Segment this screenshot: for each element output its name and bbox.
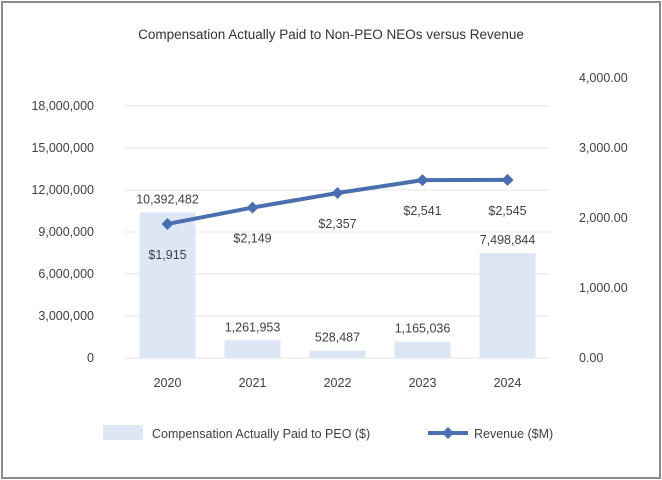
- x-axis-ticks: 2020 2021 2022 2023 2024: [154, 376, 522, 390]
- right-axis-ticks: 0.00 1,000.00 2,000.00 3,000.00 4,000.00: [579, 71, 628, 365]
- bar-data-label: 1,261,953: [225, 320, 281, 334]
- left-axis-tick-label: 9,000,000: [38, 225, 94, 239]
- right-axis-tick-label: 4,000.00: [579, 71, 628, 85]
- right-axis-tick-label: 3,000.00: [579, 141, 628, 155]
- x-axis-tick-label: 2020: [154, 376, 182, 390]
- bar-data-label: 7,498,844: [480, 233, 536, 247]
- bar-series: [139, 212, 536, 358]
- bar-data-label: 1,165,036: [395, 322, 451, 336]
- bar-data-label: 10,392,482: [136, 193, 199, 207]
- left-axis-ticks: 0 3,000,000 6,000,000 9,000,000 12,000,000 15…: [31, 99, 94, 365]
- line-data-label: $2,545: [488, 204, 526, 218]
- x-axis-tick-label: 2022: [324, 376, 352, 390]
- bar: [394, 341, 451, 358]
- line-data-label: $2,541: [403, 204, 441, 218]
- legend-bar-swatch: [103, 425, 143, 440]
- bar: [139, 212, 196, 358]
- left-axis-tick-label: 12,000,000: [31, 183, 94, 197]
- right-axis-tick-label: 0.00: [579, 351, 603, 365]
- left-axis-tick-label: 0: [87, 351, 94, 365]
- x-axis-tick-label: 2024: [494, 376, 522, 390]
- line-marker: [331, 187, 344, 200]
- right-axis-tick-label: 2,000.00: [579, 211, 628, 225]
- bar: [479, 253, 536, 358]
- bar-data-label: 528,487: [315, 331, 360, 345]
- line-data-label: $2,149: [233, 232, 271, 246]
- line-data-label: $1,915: [148, 248, 186, 262]
- line-series: [161, 173, 514, 230]
- bar: [309, 350, 366, 358]
- left-axis-tick-label: 15,000,000: [31, 141, 94, 155]
- right-axis-tick-label: 1,000.00: [579, 281, 628, 295]
- legend-bar-label: Compensation Actually Paid to PEO ($): [152, 427, 370, 441]
- chart-title: Compensation Actually Paid to Non-PEO NE…: [138, 27, 524, 42]
- left-axis-tick-label: 3,000,000: [38, 309, 94, 323]
- legend: Compensation Actually Paid to PEO ($) Re…: [103, 425, 553, 441]
- line-marker: [246, 201, 259, 214]
- line-data-label: $2,357: [318, 217, 356, 231]
- line-marker: [161, 217, 174, 230]
- x-axis-tick-label: 2021: [239, 376, 267, 390]
- legend-line-marker: [442, 427, 454, 439]
- bar-data-labels: 10,392,482 1,261,953 528,487 1,165,036 7,498…: [136, 193, 535, 345]
- line-data-labels: $1,915 $2,149 $2,357 $2,541 $2,545: [148, 204, 526, 262]
- line-marker: [416, 174, 429, 187]
- legend-line-label: Revenue ($M): [474, 427, 553, 441]
- x-axis-tick-label: 2023: [409, 376, 437, 390]
- line-marker: [501, 173, 514, 186]
- left-axis-tick-label: 6,000,000: [38, 267, 94, 281]
- bar: [224, 340, 281, 358]
- left-axis-tick-label: 18,000,000: [31, 99, 94, 113]
